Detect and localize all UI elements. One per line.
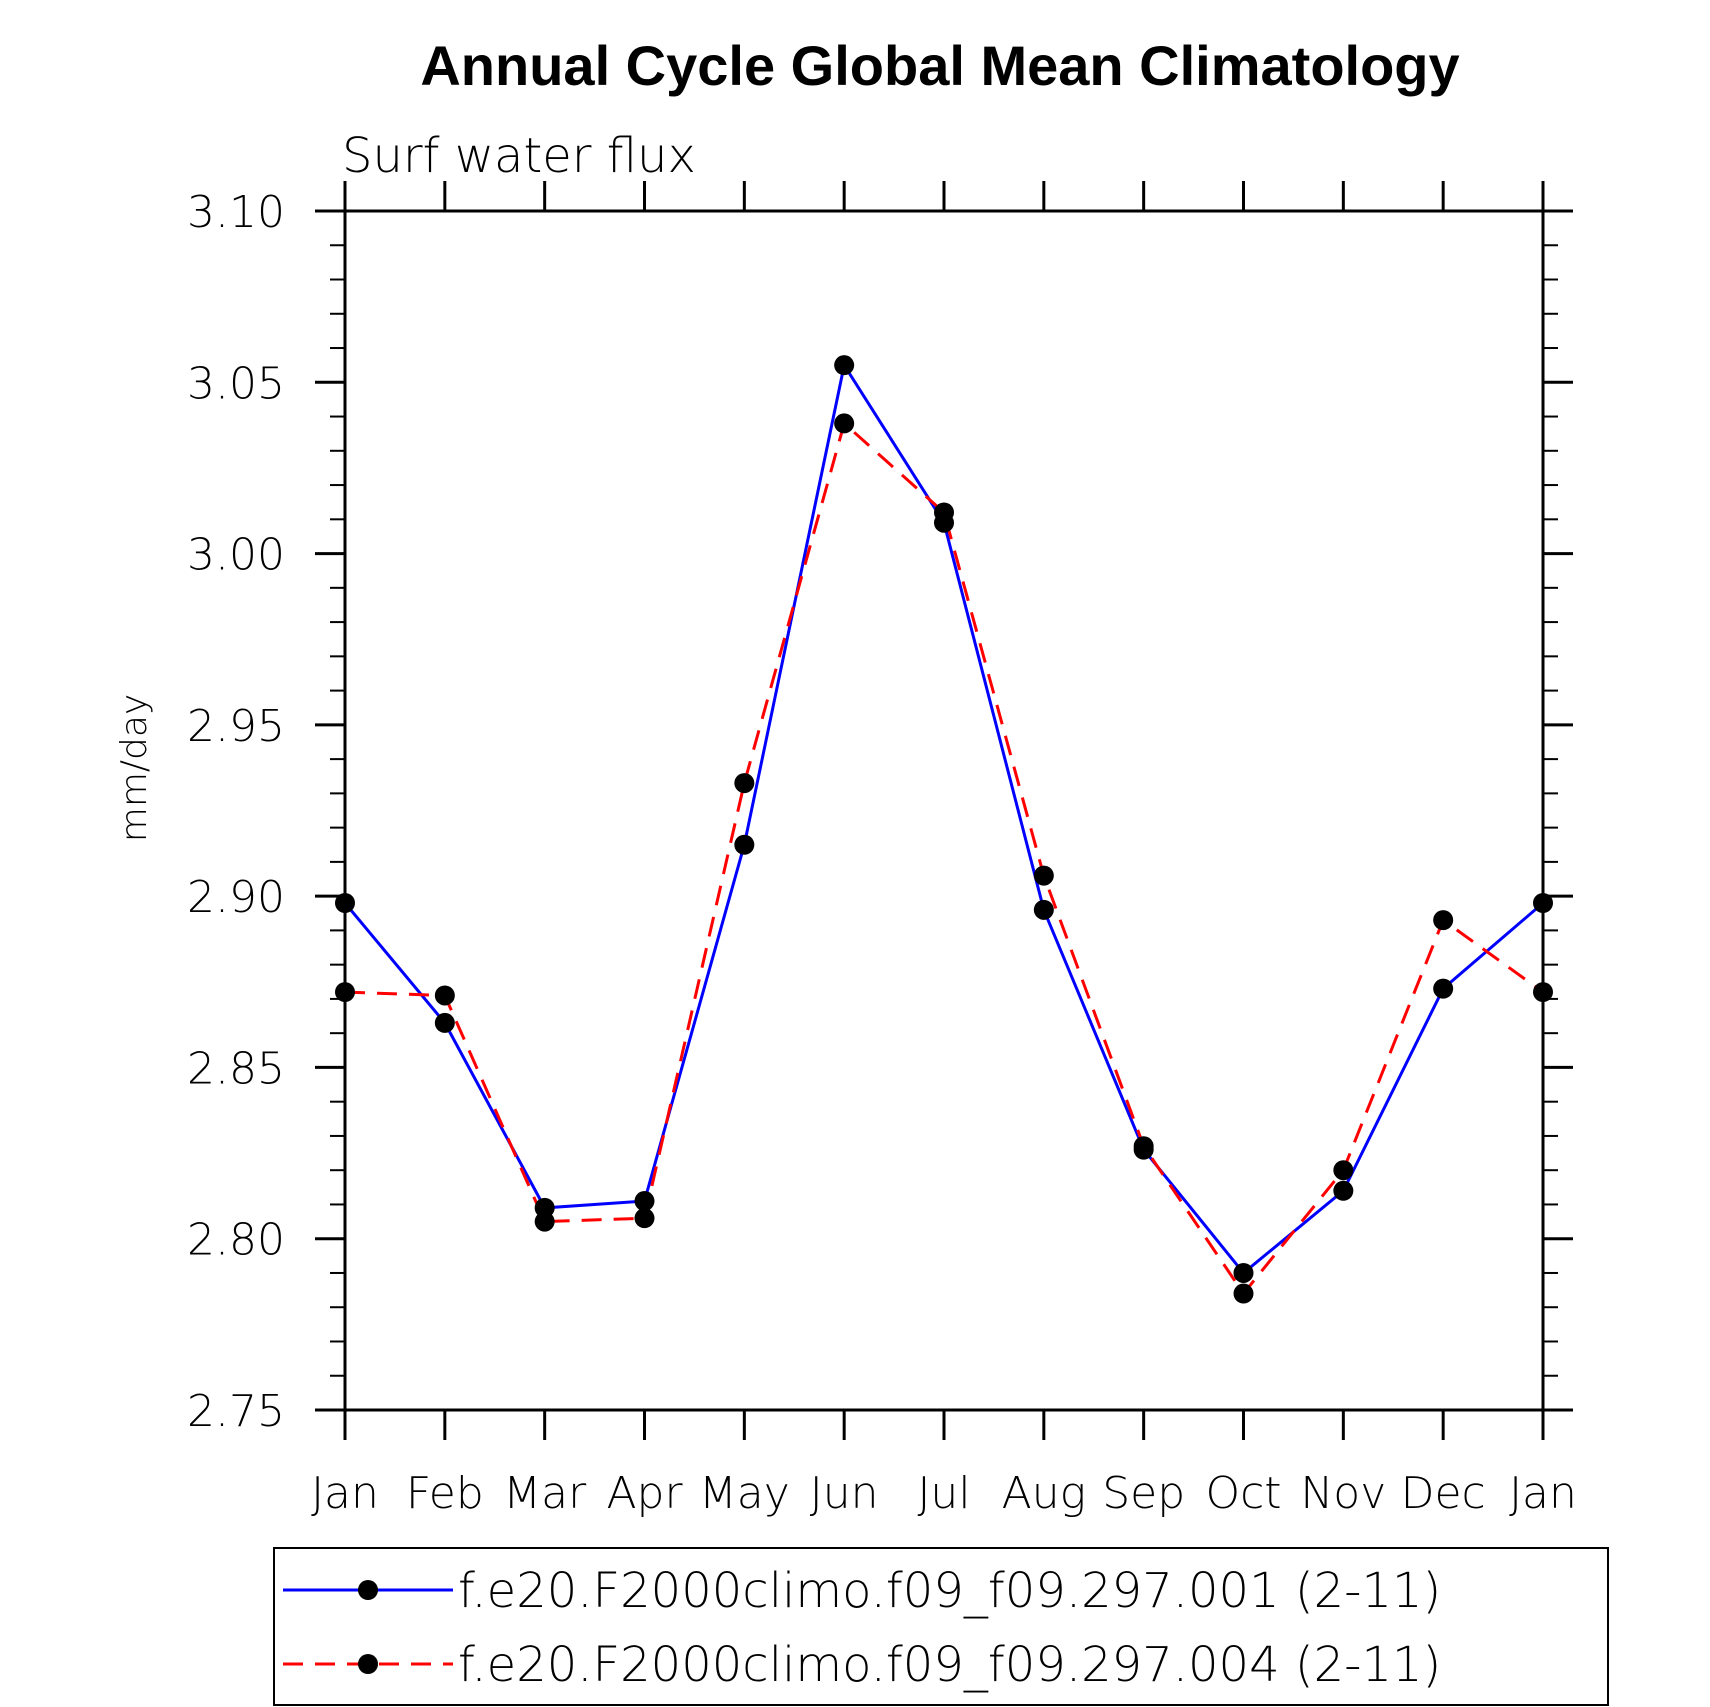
series-2-point xyxy=(734,773,755,794)
series-2-point xyxy=(1433,910,1454,931)
x-tick-label: Dec xyxy=(1401,1468,1486,1519)
series-2-point xyxy=(634,1208,655,1229)
y-tick-label: 2.80 xyxy=(187,1215,285,1266)
series-1-point xyxy=(1333,1180,1354,1201)
x-tick-label: Jun xyxy=(810,1468,879,1519)
y-tick-label: 3.00 xyxy=(187,530,285,581)
series-2-point xyxy=(934,502,954,523)
series-1-point xyxy=(434,1012,455,1033)
series-1-point xyxy=(834,355,855,376)
series-2-point xyxy=(335,982,355,1003)
legend-label-series-1: f.e20.F2000climo.f09_f09.297.001 (2-11) xyxy=(458,1563,1441,1619)
y-tick-label: 2.95 xyxy=(187,701,285,752)
y-tick-label: 2.75 xyxy=(187,1386,285,1437)
series-2-point xyxy=(834,413,855,434)
y-tick-label: 3.05 xyxy=(187,358,285,409)
series-2-point xyxy=(1333,1160,1354,1181)
legend-label-series-2: f.e20.F2000climo.f09_f09.297.004 (2-11) xyxy=(458,1637,1441,1693)
x-tick-label: May xyxy=(699,1468,790,1519)
x-tick-label: Mar xyxy=(503,1468,587,1519)
plot-frame xyxy=(343,209,1545,1412)
series-1-point xyxy=(1033,899,1054,920)
series-1-point xyxy=(634,1191,655,1212)
x-tick-label: Oct xyxy=(1205,1468,1281,1519)
series-line-1 xyxy=(343,361,1544,1276)
series-2-point xyxy=(1233,1283,1254,1304)
x-tick-label: Jan xyxy=(311,1468,379,1519)
legend-marker-series-2 xyxy=(358,1654,378,1674)
y-axis-label: mm/day xyxy=(114,694,155,842)
x-tick-label: Apr xyxy=(606,1468,683,1519)
x-tick-label: Sep xyxy=(1102,1468,1185,1519)
series-1-point xyxy=(734,834,755,855)
x-tick-label: Feb xyxy=(406,1468,484,1519)
x-tick-labels: Jan Feb Mar Apr May Jun Jul Aug Sep Oct Nov Dec Jan xyxy=(311,1468,1577,1519)
y-tick-label: 3.10 xyxy=(187,187,285,238)
legend-marker-series-1 xyxy=(358,1580,378,1600)
chart-subtitle: Surf water flux xyxy=(342,128,696,184)
y-tick-label: 2.85 xyxy=(187,1043,285,1094)
series-1-point xyxy=(1233,1262,1254,1283)
series-2-point xyxy=(1133,1136,1154,1157)
series-2-point xyxy=(1533,982,1553,1003)
series-2-point xyxy=(1033,865,1054,886)
series-1-point xyxy=(534,1197,555,1218)
series-1-point xyxy=(1533,892,1553,913)
axis-ticks xyxy=(315,181,1573,1440)
x-tick-label: Nov xyxy=(1300,1468,1386,1519)
x-tick-label: Jul xyxy=(917,1468,970,1519)
series-2-point xyxy=(534,1211,555,1232)
chart-title: Annual Cycle Global Mean Climatology xyxy=(420,34,1459,97)
series-1-point xyxy=(1433,978,1454,999)
series-2-point xyxy=(434,985,455,1006)
x-tick-label: Jan xyxy=(1509,1468,1577,1519)
series-line-2 xyxy=(344,420,1544,1297)
y-tick-label: 2.90 xyxy=(187,872,285,923)
series-1-point xyxy=(335,892,355,913)
y-tick-labels: 2.75 2.80 2.85 2.90 2.95 3.00 3.05 3.10 xyxy=(187,187,285,1437)
x-tick-label: Aug xyxy=(1002,1468,1086,1519)
series-layer xyxy=(335,355,1553,1304)
legend-box xyxy=(273,1547,1609,1706)
legend: f.e20.F2000climo.f09_f09.297.001 (2-11) … xyxy=(273,1547,1609,1706)
